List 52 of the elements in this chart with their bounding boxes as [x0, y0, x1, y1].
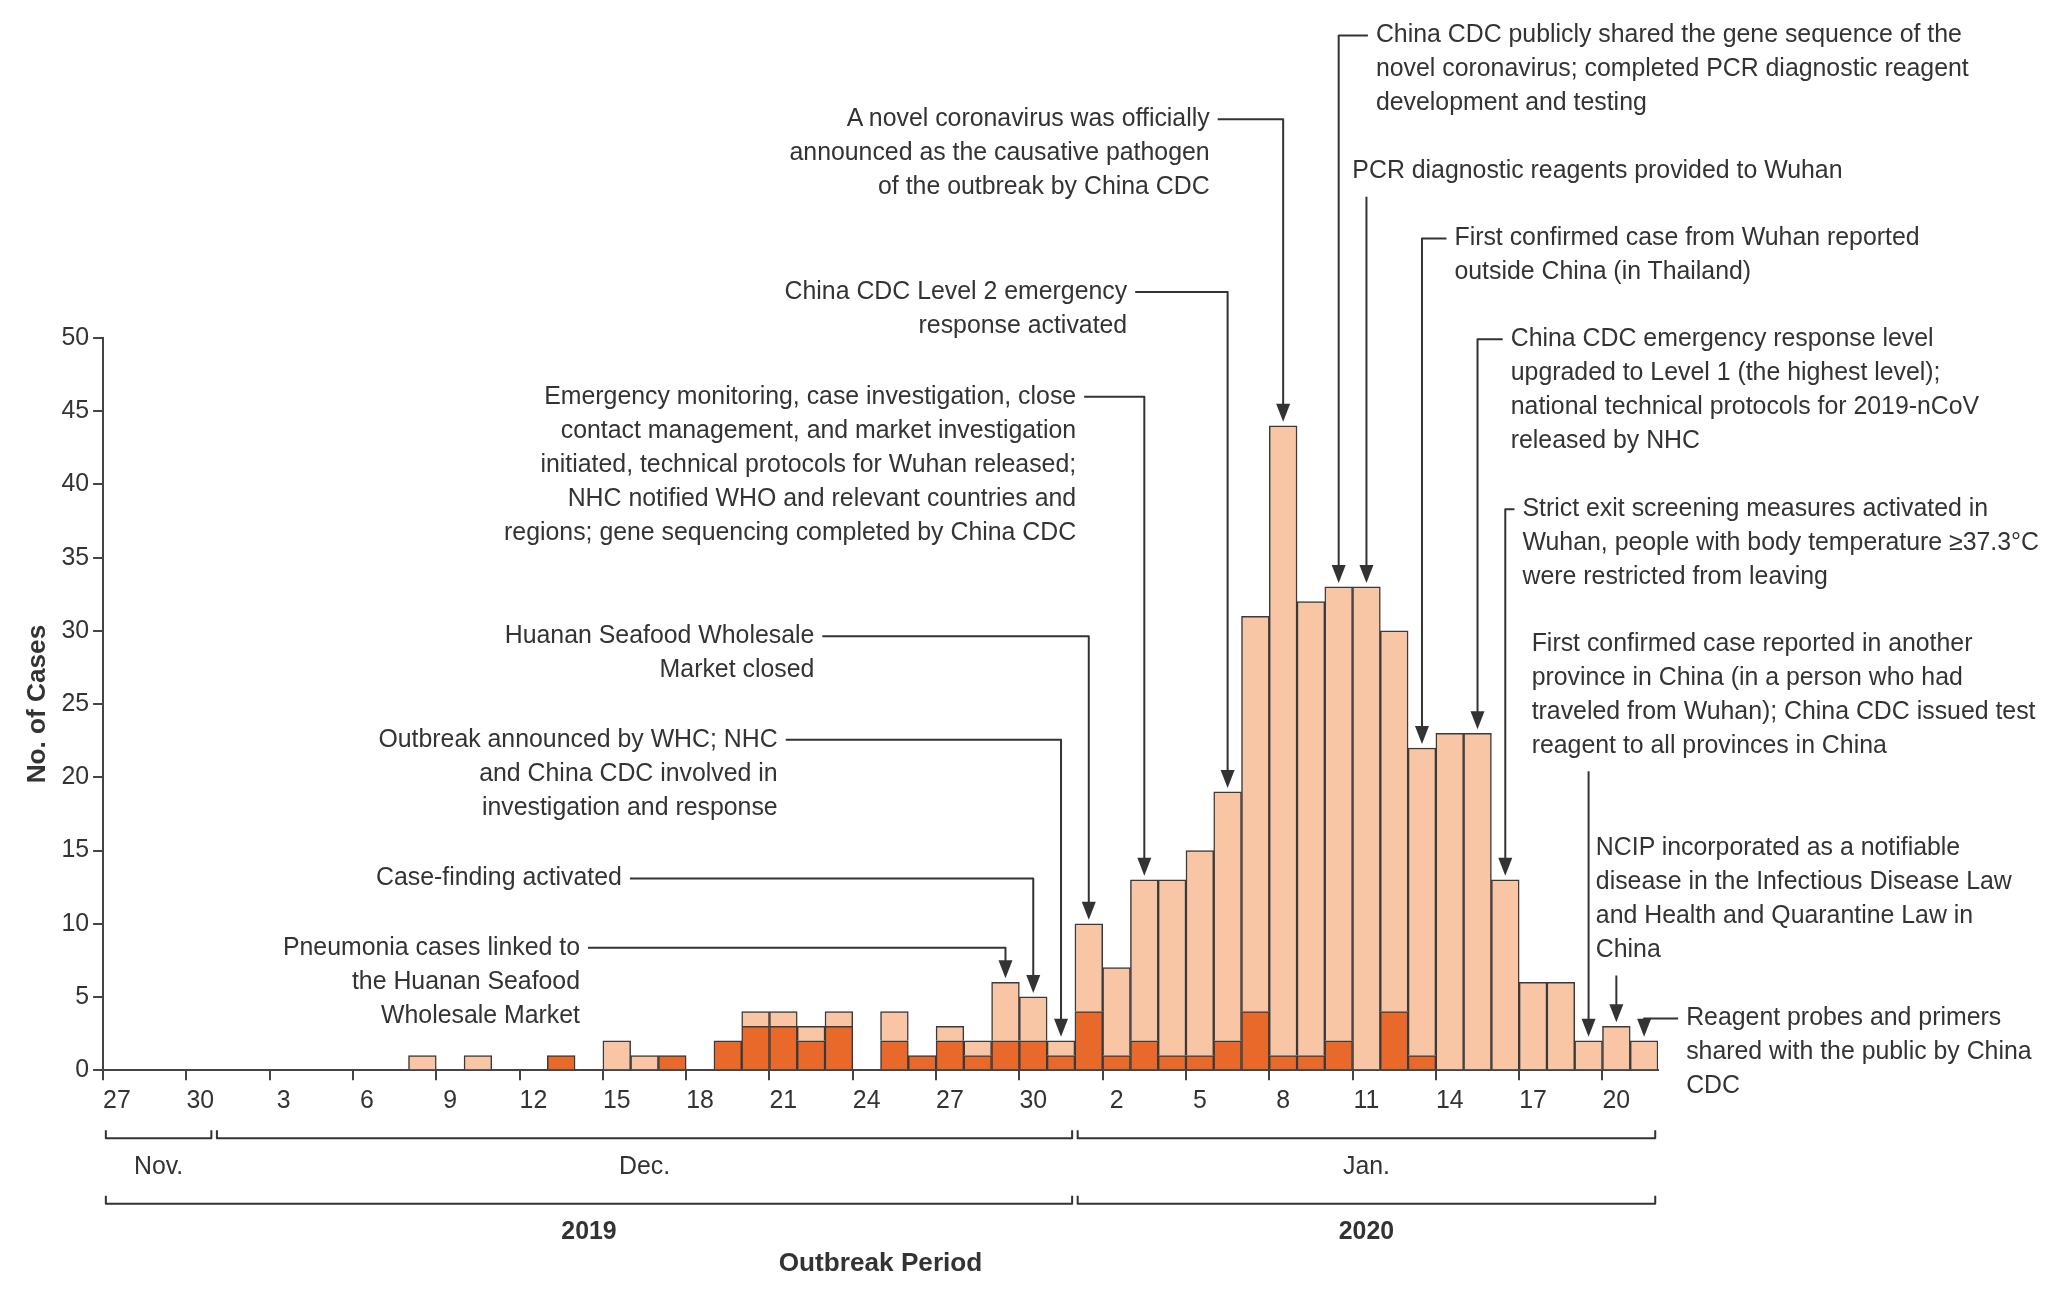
x-tick-label: 27: [103, 1084, 131, 1113]
annotation: Emergency monitoring, case investigation, close contact management, and market investigation initiated, technical protocols for Wuhan released; NHC notified WHO and relevant countries and regions; gene sequencing completed by China CDC: [504, 380, 1077, 545]
annotation: China CDC emergency response level upgraded to Level 1 (the highest level); national technical protocols for 2019-nCoV released by NHC: [1510, 323, 1980, 454]
annotation: Case-finding activated: [375, 862, 622, 891]
x-tick-label: 8: [1276, 1084, 1291, 1113]
y-tick-label: 35: [61, 541, 90, 570]
x-tick-label: 18: [686, 1084, 714, 1113]
y-tick-label: 40: [61, 468, 90, 497]
y-tick-label: 20: [61, 761, 90, 790]
text: China CDC publicly shared the gene sequence of the novel coronavirus; completed PCR diagnostic reagent development and testing: [1375, 19, 1969, 116]
annotation: NCIP incorporated as a notifiable disease in the Infectious Disease Law and Health and Quarantine Law in China: [1595, 832, 2013, 963]
x-tick-label: 5: [1192, 1084, 1207, 1113]
annotation: Pneumonia cases linked to the Huanan Seafood Wholesale Market: [282, 931, 581, 1028]
annotation: Huanan Seafood Wholesale Market closed: [504, 620, 815, 683]
x-tick-label: 11: [1353, 1084, 1380, 1113]
y-axis-title: No. of Cases: [20, 624, 51, 784]
text: 2019: [561, 1216, 617, 1245]
x-tick-label: 30: [186, 1084, 215, 1113]
x-tick-label: 2: [1109, 1084, 1124, 1113]
y-tick-label: 50: [61, 321, 90, 350]
annotation: Strict exit screening measures activated in Wuhan, people with body temperature ≥37.3°C were restricted from leaving: [1521, 493, 2039, 590]
y-tick-label: 30: [61, 614, 90, 643]
y-tick-label: 25: [61, 687, 90, 716]
x-tick-label: 27: [936, 1084, 964, 1113]
text: PCR diagnostic reagents provided to Wuhan: [1352, 155, 1843, 184]
y-tick-label: 15: [61, 834, 90, 863]
text: A novel coronavirus was officially announced as the causative pathogen of the outbreak by China CDC: [789, 103, 1211, 200]
x-tick-label: 12: [519, 1084, 548, 1113]
annotation: First confirmed case reported in another province in China (in a person who had traveled from Wuhan); China CDC issued test reagent to all provinces in China: [1531, 628, 2036, 759]
x-tick-label: 20: [1602, 1084, 1631, 1113]
y-tick-label: 10: [61, 907, 90, 936]
x-tick-label: 6: [359, 1084, 374, 1113]
annotation: Outbreak announced by WHC; NHC and China CDC involved in investigation and response: [378, 723, 778, 820]
x-tick-label: 3: [276, 1084, 291, 1113]
x-tick-label: 30: [1019, 1084, 1048, 1113]
y-tick-label: 45: [61, 395, 90, 424]
annotation: China CDC Level 2 emergency response activated: [784, 275, 1128, 338]
text: Dec.: [618, 1150, 671, 1179]
x-tick-label: 21: [769, 1084, 798, 1113]
text: 2020: [1338, 1216, 1395, 1245]
x-tick-label: 24: [852, 1084, 881, 1113]
text: Jan.: [1342, 1150, 1390, 1179]
text: Nov.: [133, 1150, 184, 1179]
x-tick-label: 15: [602, 1084, 631, 1113]
x-tick-label: 17: [1519, 1084, 1547, 1113]
y-tick-label: 0: [75, 1054, 90, 1083]
text: Outbreak Period: [778, 1247, 983, 1278]
text: Reagent probes and primers shared with the public by China CDC: [1686, 1002, 2032, 1099]
x-tick-label: 9: [443, 1084, 458, 1113]
y-tick-label: 5: [75, 980, 90, 1009]
text: First confirmed case from Wuhan reported outside China (in Thailand): [1454, 222, 1920, 285]
x-tick-label: 14: [1435, 1084, 1464, 1113]
